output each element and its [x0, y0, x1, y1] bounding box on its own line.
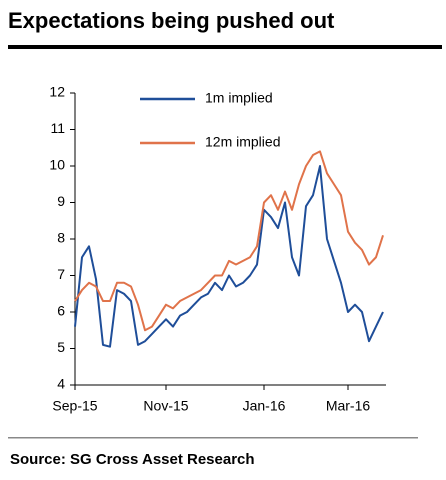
- y-tick-label: 6: [57, 303, 65, 319]
- y-tick-label: 4: [57, 376, 65, 392]
- series-line: [74, 165, 384, 348]
- x-tick-label: Jan-16: [243, 398, 286, 414]
- source: Source: SG Cross Asset Research: [10, 451, 255, 468]
- series-line: [74, 150, 384, 332]
- y-tick-label: 9: [57, 193, 65, 209]
- chart-title: Expectations being pushed out: [8, 8, 335, 33]
- y-tick-label: 11: [50, 120, 65, 136]
- y-tick-label: 12: [49, 84, 65, 100]
- y-tick-label: 5: [57, 339, 65, 355]
- x-tick-label: Mar-16: [326, 398, 371, 414]
- legend-label: 12m implied: [205, 134, 280, 150]
- x-tick-label: Nov-15: [143, 398, 188, 414]
- y-tick-label: 10: [49, 157, 65, 173]
- title-rule: [8, 45, 442, 49]
- source-rule: [8, 437, 418, 439]
- legend-label: 1m implied: [205, 90, 273, 106]
- y-tick-label: 8: [57, 230, 65, 246]
- x-tick-label: Sep-15: [52, 398, 97, 414]
- y-tick-label: 7: [57, 266, 65, 282]
